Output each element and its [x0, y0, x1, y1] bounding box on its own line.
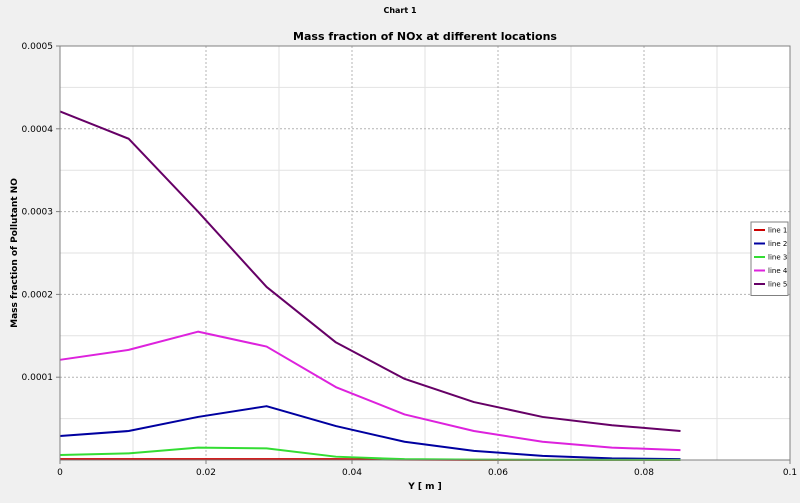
series-line-5 [59, 110, 681, 433]
legend: line 1 line 2 line 3 line 4 line 5 [750, 221, 789, 296]
x-tick-label: 0.02 [196, 468, 216, 478]
legend-item-label: line 1 [768, 227, 787, 235]
legend-item-label: line 5 [768, 281, 787, 289]
y-axis-label: Mass fraction of Pollutant NO [10, 178, 20, 328]
y-tick-label: 0.0003 [22, 208, 54, 218]
x-tick-label: 0.1 [783, 468, 797, 478]
chart-title: Mass fraction of NOx at different locati… [293, 30, 557, 43]
legend-item-label: line 3 [768, 254, 787, 262]
y-tick-label: 0.0002 [22, 290, 54, 300]
y-tick-label: 0.0004 [22, 125, 54, 135]
y-axis-ticks: 0.0001 0.0002 0.0003 0.0004 0.0005 [22, 42, 60, 383]
window-title: Chart 1 [383, 6, 417, 15]
y-tick-label: 0.0001 [22, 373, 54, 383]
x-tick-label: 0.04 [342, 468, 362, 478]
legend-item-label: line 2 [768, 240, 787, 248]
series-line-2 [59, 405, 681, 461]
x-tick-label: 0.08 [634, 468, 654, 478]
plot-border [59, 45, 791, 461]
series-line-4 [59, 330, 681, 452]
grid [60, 46, 790, 460]
y-tick-label: 0.0005 [22, 42, 54, 52]
x-tick-label: 0 [57, 468, 63, 478]
x-axis-label: Y [ m ] [407, 482, 442, 492]
x-tick-label: 0.06 [488, 468, 508, 478]
x-axis-ticks: 0 0.02 0.04 0.06 0.08 0.1 [57, 460, 797, 478]
legend-item-label: line 4 [768, 267, 788, 275]
